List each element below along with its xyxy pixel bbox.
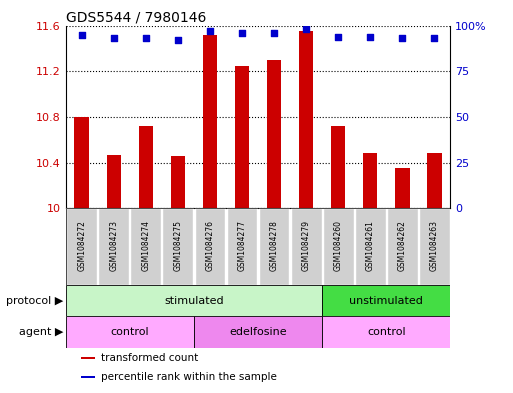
Bar xyxy=(139,126,153,208)
Bar xyxy=(299,31,313,208)
Bar xyxy=(395,168,409,208)
Text: GSM1084262: GSM1084262 xyxy=(398,220,407,270)
Text: GSM1084276: GSM1084276 xyxy=(205,220,214,270)
Bar xyxy=(331,126,345,208)
Bar xyxy=(363,153,378,208)
Bar xyxy=(227,208,258,285)
Bar xyxy=(419,208,450,285)
Text: agent ▶: agent ▶ xyxy=(18,327,63,337)
Text: GSM1084263: GSM1084263 xyxy=(430,220,439,270)
Bar xyxy=(427,153,442,208)
Bar xyxy=(81,376,95,378)
Point xyxy=(398,35,406,42)
Text: GSM1084275: GSM1084275 xyxy=(173,220,183,270)
Text: control: control xyxy=(367,327,406,337)
Bar xyxy=(291,208,322,285)
Bar xyxy=(194,316,322,348)
Text: control: control xyxy=(110,327,149,337)
Point xyxy=(174,37,182,43)
Text: percentile rank within the sample: percentile rank within the sample xyxy=(101,372,277,382)
Text: transformed count: transformed count xyxy=(101,353,199,363)
Text: stimulated: stimulated xyxy=(164,296,224,306)
Text: edelfosine: edelfosine xyxy=(229,327,287,337)
Point xyxy=(142,35,150,42)
Point xyxy=(238,30,246,36)
Point xyxy=(430,35,439,42)
Bar xyxy=(107,154,121,208)
Point xyxy=(270,30,278,36)
Bar xyxy=(235,66,249,208)
Bar xyxy=(194,208,225,285)
Point xyxy=(206,28,214,34)
Text: GSM1084260: GSM1084260 xyxy=(333,220,343,270)
Bar xyxy=(66,316,194,348)
Bar xyxy=(81,357,95,359)
Bar xyxy=(322,285,450,316)
Bar xyxy=(323,208,353,285)
Point xyxy=(334,33,342,40)
Bar xyxy=(259,208,289,285)
Point xyxy=(302,26,310,32)
Bar xyxy=(130,208,161,285)
Text: unstimulated: unstimulated xyxy=(349,296,423,306)
Bar xyxy=(74,117,89,208)
Bar xyxy=(163,208,193,285)
Text: protocol ▶: protocol ▶ xyxy=(6,296,63,306)
Bar xyxy=(322,316,450,348)
Point xyxy=(110,35,118,42)
Point xyxy=(366,33,374,40)
Text: GSM1084261: GSM1084261 xyxy=(366,220,375,270)
Bar xyxy=(387,208,418,285)
Bar xyxy=(203,35,217,208)
Text: GDS5544 / 7980146: GDS5544 / 7980146 xyxy=(66,10,206,24)
Bar xyxy=(66,285,322,316)
Bar xyxy=(267,60,281,208)
Text: GSM1084272: GSM1084272 xyxy=(77,220,86,270)
Bar xyxy=(171,156,185,208)
Bar xyxy=(66,208,97,285)
Bar xyxy=(355,208,386,285)
Text: GSM1084273: GSM1084273 xyxy=(109,220,119,270)
Text: GSM1084278: GSM1084278 xyxy=(269,220,279,270)
Text: GSM1084274: GSM1084274 xyxy=(141,220,150,270)
Text: GSM1084277: GSM1084277 xyxy=(238,220,247,270)
Point xyxy=(77,31,86,38)
Bar xyxy=(98,208,129,285)
Text: GSM1084279: GSM1084279 xyxy=(302,220,311,270)
